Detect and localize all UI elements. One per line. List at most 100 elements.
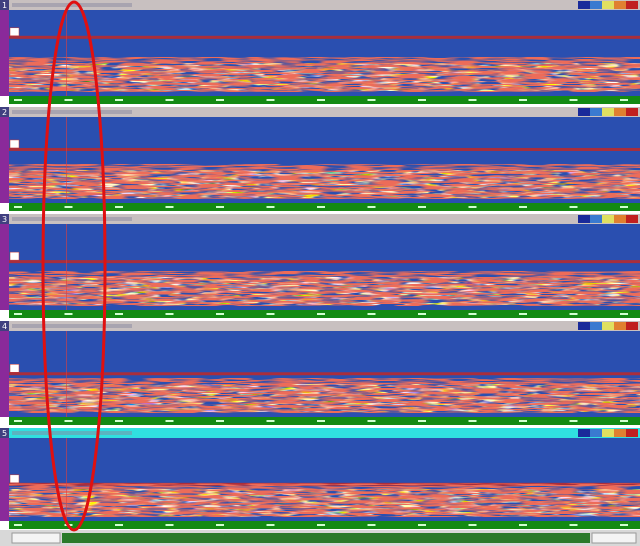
time-tick (519, 206, 527, 208)
marker-line (66, 117, 67, 203)
time-tick (468, 313, 477, 315)
header-text-stub (12, 324, 132, 328)
scroll-button[interactable] (11, 532, 61, 544)
time-tick (64, 420, 73, 422)
depth-ruler (0, 331, 9, 417)
panel-separator (0, 426, 640, 428)
time-tick (620, 99, 628, 101)
time-tick (620, 206, 628, 208)
color-scale-step (614, 215, 626, 223)
panel-number: 1 (2, 1, 7, 10)
panel-header (0, 107, 640, 117)
panel-number: 3 (2, 215, 7, 224)
time-tick (64, 206, 73, 208)
time-tick (165, 313, 174, 315)
time-tick (165, 99, 174, 101)
time-tick (64, 313, 73, 315)
header-text-stub (12, 110, 132, 114)
color-scale-step (626, 215, 638, 223)
color-scale-step (602, 429, 614, 437)
time-tick (620, 524, 628, 526)
time-tick (367, 420, 376, 422)
time-tick (418, 420, 426, 422)
time-tick (266, 524, 275, 526)
time-tick (569, 206, 578, 208)
panel-header (0, 214, 640, 224)
color-scale-step (590, 215, 602, 223)
color-scale-step (614, 322, 626, 330)
scroll-track (62, 533, 590, 543)
time-tick (317, 99, 325, 101)
time-tick (165, 420, 174, 422)
red-echo (9, 271, 640, 306)
panel-number-box (0, 428, 9, 438)
color-scale-step (614, 1, 626, 9)
marker-line (66, 438, 67, 521)
red-echo (9, 57, 640, 92)
time-tick (418, 99, 426, 101)
scroll-button[interactable] (591, 532, 637, 544)
time-tick (569, 524, 578, 526)
time-tick (418, 313, 426, 315)
time-tick (367, 524, 376, 526)
panel-number-box (0, 0, 9, 10)
color-scale-step (602, 108, 614, 116)
surface-line (9, 260, 640, 264)
depth-label (9, 27, 20, 37)
color-scale-step (590, 1, 602, 9)
time-tick (216, 524, 224, 526)
time-tick (317, 206, 325, 208)
panel-separator (0, 105, 640, 107)
time-tick (519, 313, 527, 315)
color-scale-step (626, 108, 638, 116)
time-tick (115, 313, 123, 315)
time-tick (317, 313, 325, 315)
time-tick (569, 313, 578, 315)
time-tick (569, 99, 578, 101)
color-scale-step (602, 322, 614, 330)
time-tick (64, 99, 73, 101)
time-tick (519, 420, 527, 422)
time-tick (418, 524, 426, 526)
surface-line (9, 35, 640, 39)
time-tick (165, 524, 174, 526)
time-tick (165, 206, 174, 208)
color-scale-step (578, 215, 590, 223)
color-scale-step (590, 429, 602, 437)
depth-label (9, 474, 20, 484)
color-scale-step (578, 322, 590, 330)
color-scale-step (578, 1, 590, 9)
panel-number-box (0, 107, 9, 117)
time-tick (620, 420, 628, 422)
time-tick (266, 99, 275, 101)
surface-line (9, 147, 640, 151)
time-tick (14, 313, 22, 315)
color-scale-step (626, 1, 638, 9)
time-tick (216, 99, 224, 101)
time-tick (367, 206, 376, 208)
time-tick (115, 420, 123, 422)
time-tick (468, 99, 477, 101)
panel-header (0, 428, 640, 438)
time-tick (468, 206, 477, 208)
time-tick (266, 313, 275, 315)
time-tick (266, 206, 275, 208)
red-echo (9, 378, 640, 413)
panel-number-box (0, 214, 9, 224)
time-tick (569, 420, 578, 422)
red-echo (9, 483, 640, 517)
color-scale-step (578, 108, 590, 116)
depth-label (9, 251, 20, 261)
color-scale-step (626, 429, 638, 437)
time-tick (367, 99, 376, 101)
depth-ruler (0, 438, 9, 521)
depth-label (9, 139, 20, 149)
time-tick (216, 313, 224, 315)
color-scale-step (626, 322, 638, 330)
panel-number: 5 (2, 429, 7, 438)
panels: 1 2 3 4 5 (0, 0, 640, 529)
color-scale-step (578, 429, 590, 437)
panel-header (0, 321, 640, 331)
